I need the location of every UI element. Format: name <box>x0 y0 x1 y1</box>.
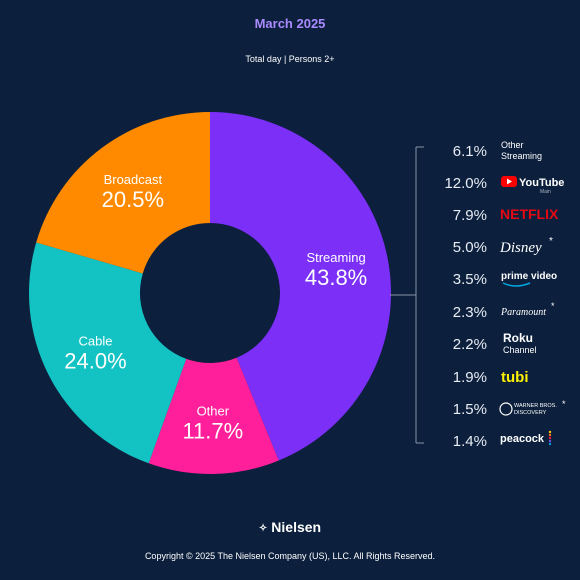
slice-streaming <box>210 112 392 461</box>
roku-channel: Channel <box>503 345 537 355</box>
netflix-logo: NETFLIX <box>500 206 559 222</box>
nielsen-wordmark: Nielsen <box>271 519 322 535</box>
roku-logo: Roku Channel <box>503 331 537 355</box>
peacock-logo: peacock <box>500 430 552 446</box>
slice-value-other: 11.7% <box>182 418 243 443</box>
wbd-line1: WARNER BROS. <box>514 403 557 409</box>
breakdown-percentages: 6.1% 12.0% 7.9% 5.0% 3.5% 2.3% 2.2% 1.9% 1.5% 1.4… <box>444 143 487 450</box>
breakdown-value: 5.0% <box>453 239 487 256</box>
breakdown-bracket <box>390 146 424 444</box>
breakdown-value: 2.2% <box>453 336 487 353</box>
roku-wordmark: Roku <box>503 331 533 345</box>
chart-title: March 2025 <box>254 16 326 31</box>
peacock-wordmark: peacock <box>500 433 545 445</box>
slice-label-streaming: Streaming <box>306 250 365 265</box>
prime-smile-icon <box>502 282 531 287</box>
youtube-wordmark: YouTube <box>519 177 564 189</box>
paramount-asterisk: * <box>551 301 555 311</box>
breakdown-value: 3.5% <box>453 271 487 288</box>
breakdown-value: 7.9% <box>453 207 487 224</box>
slice-label-broadcast: Broadcast <box>104 172 163 187</box>
wbd-line2: DISCOVERY <box>514 410 547 416</box>
other-streaming-label: Other Streaming <box>501 140 542 161</box>
slice-value-streaming: 43.8% <box>305 265 367 290</box>
nielsen-logo: ✧ Nielsen <box>0 519 580 535</box>
nielsen-mark-icon: ✧ <box>258 523 268 534</box>
slice-label-other: Other <box>197 403 230 418</box>
disney-logo: Disney * <box>499 236 553 256</box>
other-streaming-line2: Streaming <box>501 151 542 161</box>
youtube-sub: Main <box>540 189 551 195</box>
wbd-asterisk: * <box>562 399 566 409</box>
copyright-text: Copyright © 2025 The Nielsen Company (US… <box>144 551 436 561</box>
slice-broadcast <box>36 112 210 274</box>
prime-video-logo: prime video <box>501 271 557 287</box>
tubi-logo: tubi <box>501 369 529 386</box>
peacock-feather-icon <box>548 430 552 446</box>
other-streaming-line1: Other <box>501 140 524 150</box>
disney-wordmark: Disney <box>499 240 542 256</box>
paramount-wordmark: Paramount <box>500 307 546 318</box>
slice-cable <box>28 242 187 464</box>
breakdown-value: 12.0% <box>444 175 487 192</box>
breakdown-value: 1.5% <box>453 401 487 418</box>
breakdown-logos: Other Streaming YouTube Main NETFLIX Dis… <box>499 140 566 446</box>
play-triangle-icon <box>507 178 512 185</box>
chart-subtitle: Total day | Persons 2+ <box>245 54 335 64</box>
youtube-logo: YouTube Main <box>501 176 564 195</box>
slice-other <box>148 357 279 474</box>
breakdown-value: 6.1% <box>453 143 487 160</box>
paramount-logo: Paramount * <box>500 301 555 318</box>
slice-label-cable: Cable <box>79 333 113 348</box>
disney-asterisk: * <box>549 236 553 247</box>
breakdown-value: 2.3% <box>453 304 487 321</box>
slice-value-broadcast: 20.5% <box>102 187 164 212</box>
breakdown-value: 1.9% <box>453 369 487 386</box>
breakdown-value: 1.4% <box>453 433 487 450</box>
wbd-logo: WARNER BROS. DISCOVERY * <box>499 399 566 416</box>
slice-value-cable: 24.0% <box>64 348 126 373</box>
wbd-shield-icon <box>499 402 513 416</box>
prime-video-wordmark: prime video <box>501 271 557 282</box>
